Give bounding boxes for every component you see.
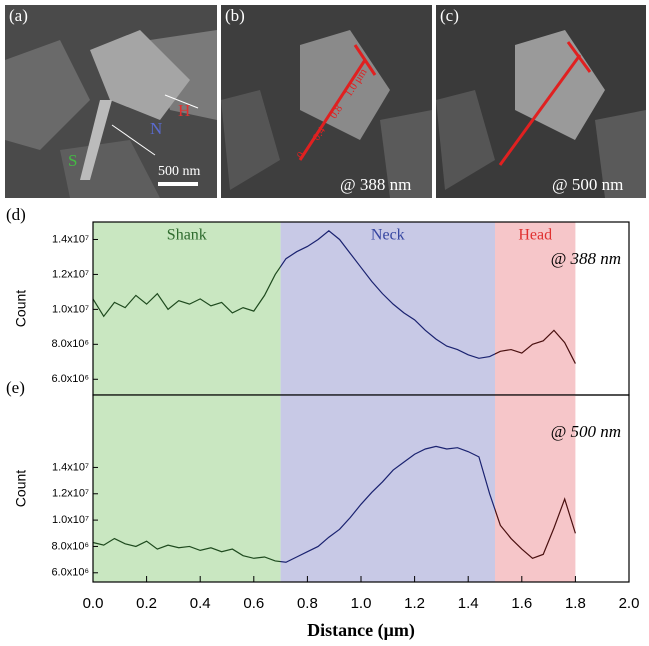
region-label: Neck (371, 227, 405, 244)
x-tick-label: 1.8 (565, 595, 586, 612)
y-tick-label: 6.0x10⁶ (51, 373, 89, 385)
region-label: Shank (167, 227, 207, 244)
panel-label: (a) (9, 6, 28, 25)
x-tick-label: 1.0 (351, 595, 372, 612)
wavelength-note: @ 388 nm (340, 175, 411, 194)
region-label: Head (518, 227, 552, 244)
wavelength-note: @ 500 nm (552, 175, 623, 194)
panel-label: (c) (440, 6, 459, 25)
region (93, 222, 281, 395)
panel-label: (b) (225, 6, 245, 25)
page: (a) S N H 500 nm (b) 0 0.4 0.8 1.0 μm @ … (0, 0, 649, 646)
y-tick-label: 1.4x10⁷ (52, 461, 89, 473)
region (281, 395, 495, 582)
marker: H (178, 101, 190, 120)
x-tick-label: 2.0 (619, 595, 640, 612)
x-tick-label: 0.6 (243, 595, 264, 612)
y-tick-label: 1.2x10⁷ (52, 268, 89, 280)
x-tick-label: 1.4 (458, 595, 479, 612)
y-tick-label: 8.0x10⁶ (51, 338, 89, 350)
y-axis-label: Count (13, 290, 29, 327)
x-tick-label: 1.6 (511, 595, 532, 612)
y-tick-label: 1.4x10⁷ (52, 233, 89, 245)
y-axis-label: Count (13, 470, 29, 507)
sem-a: (a) S N H 500 nm (5, 5, 217, 198)
y-tick-label: 6.0x10⁶ (51, 567, 89, 579)
x-tick-label: 0.4 (190, 595, 211, 612)
sem-b: (b) 0 0.4 0.8 1.0 μm @ 388 nm (221, 5, 432, 198)
y-tick-label: 8.0x10⁶ (51, 540, 89, 552)
panel-label: (d) (6, 205, 26, 224)
x-tick-label: 0.2 (136, 595, 157, 612)
scale-label: 500 nm (158, 164, 201, 179)
y-tick-label: 1.0x10⁷ (52, 303, 89, 315)
marker: S (68, 151, 77, 170)
x-tick-label: 1.2 (404, 595, 425, 612)
x-tick-label: 0.8 (297, 595, 318, 612)
marker: N (150, 119, 162, 138)
x-tick-label: 0.0 (83, 595, 104, 612)
region (93, 395, 281, 582)
annotation: @ 500 nm (551, 422, 621, 441)
y-tick-label: 1.0x10⁷ (52, 514, 89, 526)
figure: (a) S N H 500 nm (b) 0 0.4 0.8 1.0 μm @ … (0, 0, 649, 646)
panel-label: (e) (6, 378, 25, 397)
x-axis-label: Distance (μm) (307, 620, 415, 641)
annotation: @ 388 nm (551, 249, 621, 268)
y-tick-label: 1.2x10⁷ (52, 488, 89, 500)
region (281, 222, 495, 395)
sem-c: (c) @ 500 nm (436, 5, 646, 198)
